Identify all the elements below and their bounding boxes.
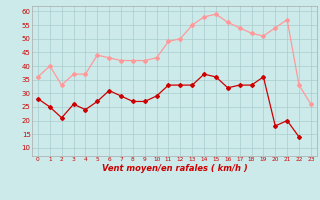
X-axis label: Vent moyen/en rafales ( km/h ): Vent moyen/en rafales ( km/h ) [101, 164, 247, 173]
